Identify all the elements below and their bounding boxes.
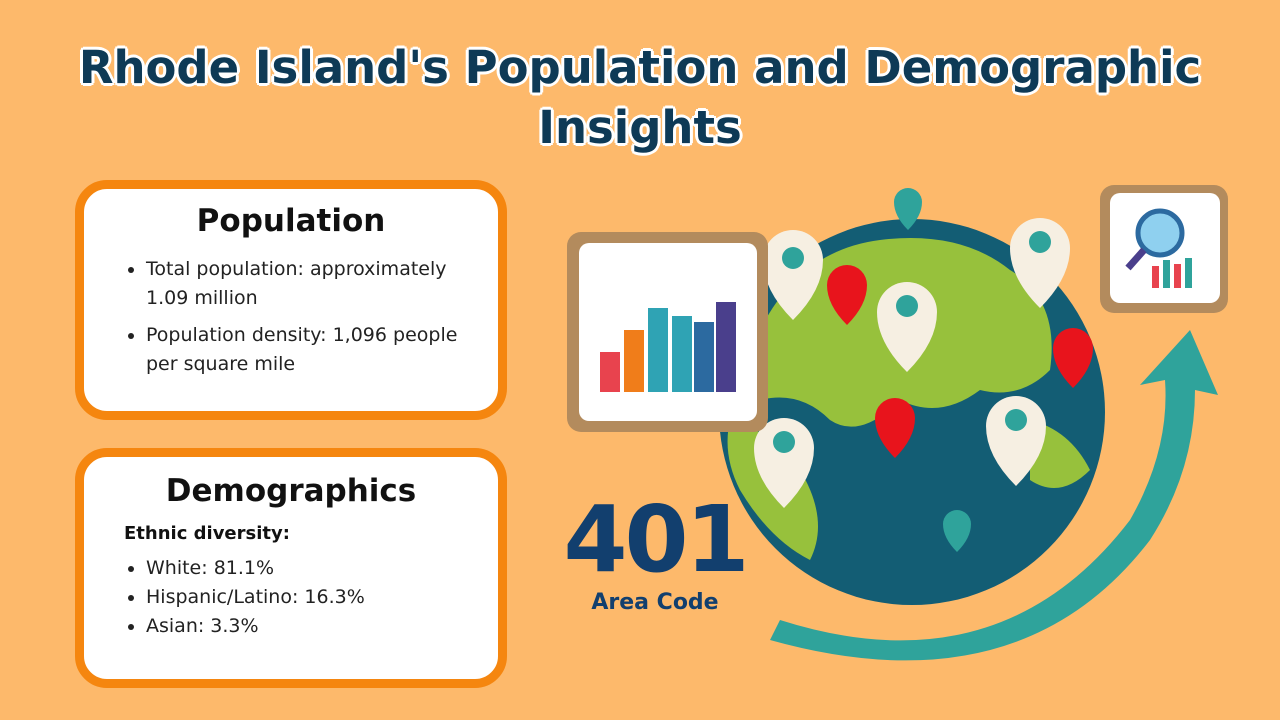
arrow: [770, 330, 1218, 661]
population-card: Population Total population: approximate…: [75, 180, 507, 420]
card-title: Demographics: [165, 473, 417, 509]
pins: [754, 188, 1093, 552]
page-title: Rhode Island's Population and Demographi…: [78, 41, 1202, 154]
chart-icon: [567, 232, 768, 432]
area-code: 401 Area Code: [560, 490, 750, 616]
list-item: Hispanic/Latino: 16.3%: [146, 583, 498, 612]
card-title: Population: [196, 203, 386, 239]
list: Total population: approximately 1.09 mil…: [84, 255, 498, 379]
subtitle: Ethnic diversity:: [124, 523, 290, 544]
search-icon: [1100, 185, 1228, 313]
area-code-number: 401: [563, 486, 749, 593]
demographics-card: Demographics Ethnic diversity: White: 81…: [75, 448, 507, 688]
list-item: Asian: 3.3%: [146, 612, 498, 641]
list: White: 81.1% Hispanic/Latino: 16.3% Asia…: [84, 554, 498, 641]
area-code-label: Area Code: [591, 590, 719, 615]
list-item: White: 81.1%: [146, 554, 498, 583]
list-item: Total population: approximately 1.09 mil…: [146, 255, 478, 313]
list-item: Population density: 1,096 people per squ…: [146, 321, 478, 379]
